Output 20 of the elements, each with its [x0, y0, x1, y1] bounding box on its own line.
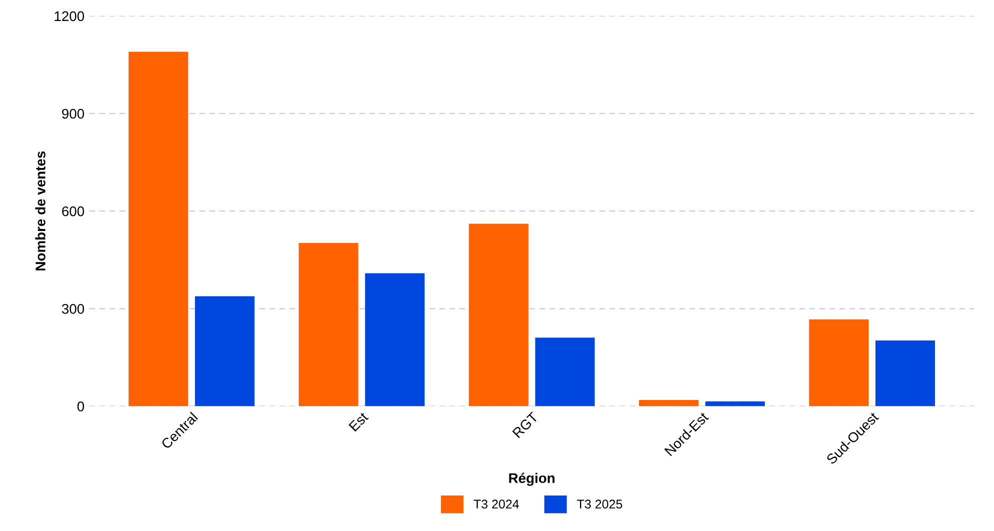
bar	[638, 400, 699, 406]
y-tick-label: 900	[62, 108, 84, 119]
y-axis-title: Nombre de ventes	[35, 151, 46, 270]
bar	[535, 338, 595, 406]
bar	[194, 296, 254, 406]
y-tick-label: 300	[62, 304, 84, 314]
y-tick-label: 1200	[54, 11, 84, 22]
legend-label: T3 2025	[577, 500, 622, 509]
bar	[365, 273, 425, 406]
bar	[128, 52, 188, 406]
bar	[875, 340, 935, 406]
bar	[705, 401, 765, 406]
y-tick-label: 600	[62, 206, 84, 216]
legend-label: T3 2024	[474, 500, 519, 509]
bar	[298, 242, 358, 406]
x-tick-label: Est	[348, 412, 369, 432]
bar	[809, 319, 869, 406]
bar	[468, 224, 528, 406]
x-axis-title: Région	[509, 472, 554, 486]
y-tick-label: 0	[77, 402, 84, 412]
